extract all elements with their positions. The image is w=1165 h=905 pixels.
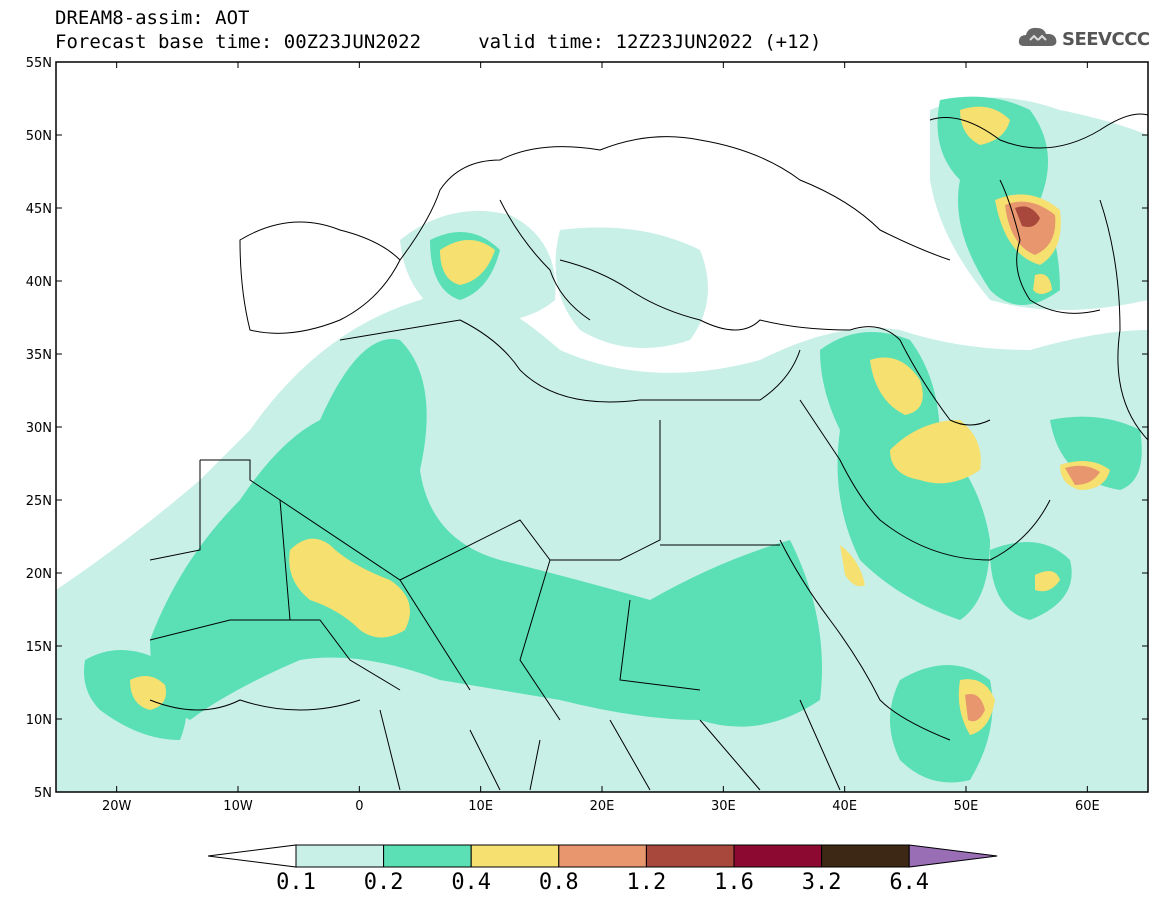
colorbar-swatch [295,844,385,868]
lat-tick-label: 25N [26,494,52,509]
lon-tick-label: 10E [468,799,493,814]
colorbar-swatch [821,844,910,868]
aot-field-1.2 [1015,206,1040,227]
lat-tick-label: 55N [26,56,52,71]
lat-tick-label: 45N [26,202,52,217]
lat-tick-label: 50N [26,129,52,144]
chart-title: DREAM8-assim: AOT [55,7,250,29]
seevccc-logo: SEEVCCC [1016,22,1156,62]
colorbar-swatch [645,844,735,868]
lat-tick-label: 10N [26,713,52,728]
lon-tick-label: 50E [954,799,979,814]
lon-tick-label: 30E [711,799,736,814]
colorbar-level-label: 0.4 [451,870,492,895]
lat-tick-label: 40N [26,275,52,290]
lon-tick-label: 0 [355,799,363,814]
colorbar-level-label: 0.2 [363,870,404,895]
cloud-icon [1018,27,1057,46]
colorbar-swatch [733,844,823,868]
colorbar-arrow-high [908,844,998,868]
lon-tick-label: 10W [223,799,253,814]
colorbar-level-label: 0.1 [276,870,316,895]
colorbar-level-label: 1.6 [714,870,754,895]
lat-tick-label: 35N [26,348,52,363]
colorbar-arrow-low [207,844,297,868]
forecast-time-subtitle: Forecast base time: 00Z23JUN2022 valid t… [55,31,822,53]
logo-text: SEEVCCC [1062,29,1150,50]
lon-tick-label: 20W [102,799,132,814]
lat-tick-label: 20N [26,567,52,582]
colorbar-swatch [558,844,647,868]
lon-tick-label: 20E [590,799,615,814]
borders [149,113,1148,791]
colorbar-swatch [470,844,560,868]
lat-tick-label: 15N [26,640,52,655]
colorbar-swatch [383,844,472,868]
colorbar-level-label: 6.4 [889,870,930,895]
colorbar-level-label: 3.2 [801,870,842,895]
lat-tick-label: 30N [26,421,52,436]
lat-tick-label: 5N [34,786,52,801]
lon-tick-label: 40E [832,799,857,814]
colorbar-level-label: 1.2 [626,870,667,895]
lon-tick-label: 60E [1075,799,1100,814]
colorbar-level-label: 0.8 [538,870,579,895]
aot-field-0.8 [965,201,1100,722]
colorbar [207,844,998,868]
